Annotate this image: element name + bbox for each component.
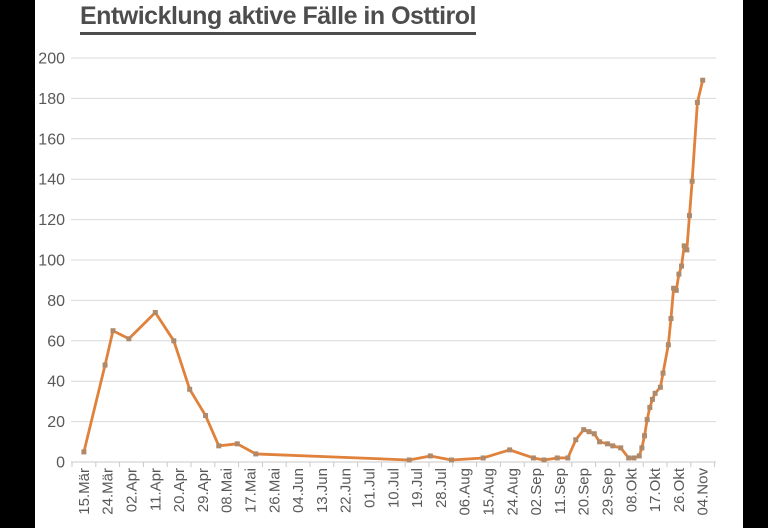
x-axis-label: 04.Nov <box>695 468 712 516</box>
x-axis-label: 02.Apr <box>124 468 141 512</box>
x-axis-label: 15.Aug <box>481 468 498 516</box>
data-point-marker <box>597 439 603 445</box>
data-point-marker <box>644 417 650 423</box>
x-axis-label: 11.Sep <box>552 468 569 514</box>
x-axis-label: 13.Jun <box>314 468 331 513</box>
data-point-marker <box>406 457 412 463</box>
data-point-marker <box>554 455 560 461</box>
data-point-marker <box>81 449 87 455</box>
data-point-marker <box>605 441 610 447</box>
data-point-marker <box>694 99 700 105</box>
data-point-marker <box>573 437 579 443</box>
data-point-marker <box>541 457 547 463</box>
chart-title: Entwicklung aktive Fälle in Osttirol <box>80 2 476 35</box>
y-axis-label: 100 <box>38 253 65 270</box>
data-point-marker <box>660 370 666 376</box>
x-axis-label: 28.Jul <box>433 468 450 508</box>
data-point-marker <box>652 390 658 396</box>
data-point-marker <box>591 431 597 437</box>
data-point-marker <box>700 77 706 83</box>
data-point-marker <box>642 433 648 439</box>
y-axis-label: 20 <box>47 414 65 431</box>
x-axis-label: 19.Jul <box>409 468 426 508</box>
data-point-marker <box>647 404 653 410</box>
data-point-marker <box>187 386 193 392</box>
data-point-marker <box>480 455 486 461</box>
data-point-marker <box>649 396 655 402</box>
y-axis-label: 40 <box>47 374 65 391</box>
data-point-marker <box>676 271 682 277</box>
y-axis-label: 60 <box>47 333 65 350</box>
data-point-marker <box>631 455 637 461</box>
data-point-marker <box>126 336 132 342</box>
data-point-marker <box>234 441 240 447</box>
x-axis-label: 20.Apr <box>171 468 188 512</box>
x-axis-label: 15.Mär <box>76 468 93 515</box>
y-axis-label: 0 <box>56 455 65 472</box>
data-point-marker <box>507 447 513 453</box>
x-axis-label: 29.Apr <box>195 468 212 512</box>
active-cases-line-chart: 0 20 40 60 80 100 120 140 160 180 200 15.Mär 24.Mär 0… <box>38 51 716 516</box>
data-point-marker <box>102 362 108 368</box>
data-point-marker <box>216 443 222 449</box>
data-point-marker <box>171 338 177 344</box>
data-point-marker <box>673 287 679 293</box>
data-line <box>82 78 705 462</box>
data-point-marker <box>618 445 624 451</box>
x-axis-label: 02.Sep <box>528 468 545 516</box>
x-axis-label: 06.Aug <box>457 468 474 516</box>
data-point-marker <box>626 455 632 461</box>
x-axis-label: 17.Mai <box>243 468 260 513</box>
x-axis-label: 20.Sep <box>576 468 593 516</box>
y-axis-label: 120 <box>38 212 65 229</box>
y-axis-label: 180 <box>38 91 65 108</box>
data-point-marker <box>448 457 454 463</box>
data-point-marker <box>679 263 685 269</box>
data-point-marker <box>684 247 690 253</box>
x-axis-label: 08.Mai <box>219 468 236 513</box>
data-point-marker <box>636 453 642 459</box>
x-axis-label: 04.Jun <box>290 468 307 513</box>
data-point-marker <box>110 328 116 334</box>
y-axis-label: 160 <box>38 131 65 148</box>
data-point-marker <box>686 213 692 219</box>
data-point-marker <box>668 316 674 322</box>
data-point-marker <box>581 427 587 433</box>
x-axis-label: 29.Sep <box>600 468 617 516</box>
x-axis-label: 24.Mär <box>100 468 117 515</box>
data-point-marker <box>152 310 158 316</box>
data-point-marker <box>427 453 433 459</box>
data-point-marker <box>530 455 536 461</box>
data-point-marker <box>671 285 677 291</box>
data-point-marker <box>610 443 616 449</box>
letterbox-right <box>743 0 768 528</box>
data-point-marker <box>639 445 645 451</box>
x-axis-label: 11.Apr <box>147 468 164 511</box>
x-axis-label: 08.Okt <box>623 467 640 512</box>
x-axis-label: 22.Jun <box>338 468 355 513</box>
data-point-marker <box>253 451 259 457</box>
y-axis-label: 200 <box>38 51 65 68</box>
y-axis-label: 140 <box>38 172 65 189</box>
x-axis-label: 26.Okt <box>671 467 688 512</box>
x-axis-label: 24.Aug <box>504 468 521 516</box>
x-axis-label: 01.Jul <box>362 468 379 508</box>
x-axis-label: 10.Jul <box>385 468 402 508</box>
data-point-marker <box>565 455 571 461</box>
data-point-marker <box>203 413 209 419</box>
data-point-marker <box>586 429 592 435</box>
data-point-marker <box>681 243 687 249</box>
x-axis-label: 17.Okt <box>647 467 664 512</box>
x-axis-label: 26.Mai <box>266 468 283 513</box>
slide: Entwicklung aktive Fälle in Osttirol 0 20… <box>35 0 743 528</box>
data-point-marker <box>689 178 695 184</box>
y-axis-label: 80 <box>47 293 65 310</box>
data-point-marker <box>657 384 663 390</box>
data-point-marker <box>665 342 671 348</box>
letterbox-left <box>0 0 35 528</box>
